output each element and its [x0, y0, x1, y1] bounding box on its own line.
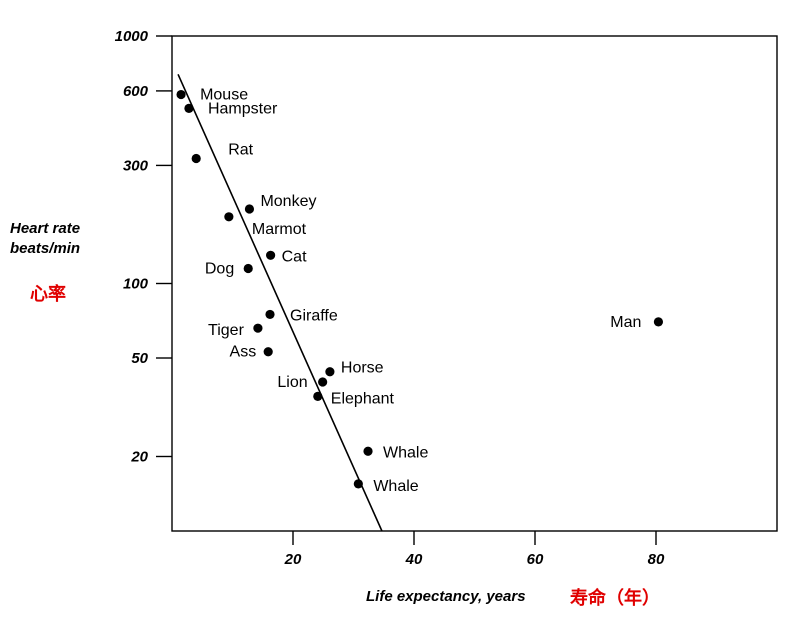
y-axis-title-line2: beats/min: [10, 240, 80, 257]
y-tick-label: 300: [123, 157, 149, 174]
y-tick-label: 1000: [115, 28, 149, 45]
y-axis-title-cn: 心率: [30, 283, 66, 305]
y-tick-label: 100: [123, 276, 149, 293]
point-label: Horse: [341, 360, 384, 377]
point-label: Cat: [282, 248, 307, 265]
point-label: Whale: [373, 478, 418, 495]
x-axis: 20 40 60 80: [284, 531, 665, 568]
point-marker: [313, 391, 323, 401]
point-label: Man: [610, 314, 641, 331]
point-marker: [363, 446, 373, 456]
point-label: Ass: [230, 344, 257, 361]
point-label: Tiger: [208, 322, 245, 339]
x-tick-label: 80: [648, 551, 665, 568]
x-tick-label: 20: [284, 551, 302, 568]
point-marker: [318, 377, 328, 387]
point-marker: [243, 263, 253, 274]
point-marker: [224, 212, 234, 222]
point-label: Hampster: [208, 100, 278, 117]
point-label: Whale: [383, 444, 428, 461]
point-label: Monkey: [260, 193, 316, 210]
point-label: Rat: [228, 141, 253, 158]
y-tick-label: 20: [130, 448, 148, 465]
y-tick-label: 50: [131, 350, 148, 367]
point-label: Lion: [277, 374, 307, 391]
point-label: Mouse: [200, 87, 248, 104]
point-label: Elephant: [331, 390, 395, 407]
point-marker: [176, 89, 186, 100]
point-marker: [244, 204, 255, 214]
point-marker: [253, 323, 263, 333]
point-marker: [325, 367, 335, 377]
y-tick-label: 600: [123, 83, 149, 100]
y-axis-title-line1: Heart rate: [10, 220, 80, 237]
point-label: Dog: [205, 260, 234, 277]
x-tick-label: 40: [405, 551, 423, 568]
point-marker: [265, 309, 275, 320]
point-marker: [191, 153, 201, 164]
point-marker: [653, 317, 664, 327]
point-marker: [266, 250, 276, 260]
x-tick-label: 60: [527, 551, 544, 568]
point-label: Giraffe: [290, 307, 338, 324]
point-marker: [353, 479, 363, 489]
x-axis-title: Life expectancy, years: [366, 588, 526, 605]
x-axis-title-cn: 寿命（年）: [570, 587, 660, 609]
y-axis: 1000 600 300 100 50 20: [115, 28, 172, 465]
point-marker: [184, 103, 194, 113]
point-label: Marmot: [252, 221, 307, 238]
point-marker: [263, 347, 273, 357]
trend-line: [177, 74, 383, 532]
